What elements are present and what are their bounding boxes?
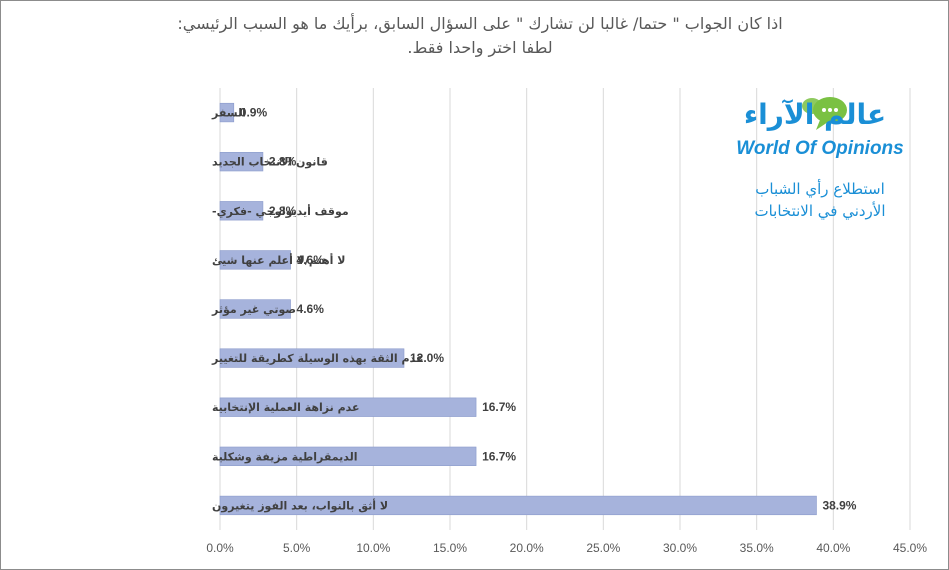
value-label: 2.8% bbox=[269, 204, 297, 218]
logo-arabic-name: عالم الآراء bbox=[743, 98, 887, 131]
x-tick-label: 20.0% bbox=[510, 541, 544, 555]
value-label: 4.6% bbox=[297, 302, 325, 316]
category-label: لا أثق بالنواب، بعد الفوز يتغيرون bbox=[212, 498, 388, 512]
speech-bubbles-icon bbox=[802, 97, 847, 130]
value-label: 38.9% bbox=[822, 498, 856, 512]
bar bbox=[219, 201, 264, 221]
x-tick-label: 35.0% bbox=[740, 541, 774, 555]
value-label: 0.9% bbox=[240, 106, 268, 120]
category-label: صوتي غير مؤثر bbox=[211, 303, 296, 316]
category-label: موقف أيديولوجي -فكري- bbox=[212, 204, 349, 218]
bar bbox=[219, 152, 264, 172]
x-tick-label: 5.0% bbox=[283, 541, 311, 555]
chart-title-line1: اذا كان الجواب " حتما/ غالبا لن تشارك " … bbox=[177, 14, 783, 33]
value-label: 16.7% bbox=[482, 449, 516, 463]
logo-subtitle: استطلاع رأي الشباب الأردني في الانتخابات bbox=[720, 178, 920, 222]
x-tick-label: 45.0% bbox=[893, 541, 927, 555]
logo-english-name: World Of Opinions bbox=[736, 138, 904, 159]
x-tick-label: 10.0% bbox=[356, 541, 390, 555]
logo-subtitle-line1: استطلاع رأي الشباب bbox=[755, 180, 885, 198]
category-label: قانون الانتخاب الجديد bbox=[212, 156, 328, 169]
category-label: الديمقراطية مزيفة وشكلية bbox=[212, 450, 358, 463]
x-tick-label: 15.0% bbox=[433, 541, 467, 555]
bar bbox=[219, 348, 405, 368]
bar bbox=[219, 250, 291, 270]
category-label: عدم نزاهة العملية الإنتخابية bbox=[212, 401, 360, 414]
bar bbox=[219, 299, 291, 319]
x-tick-label: 0.0% bbox=[206, 541, 234, 555]
x-tick-label: 30.0% bbox=[663, 541, 697, 555]
value-label: 12.0% bbox=[410, 351, 444, 365]
logo-subtitle-line2: الأردني في الانتخابات bbox=[754, 202, 886, 220]
chart-title-line2: لطفا اختر واحدا فقط. bbox=[407, 38, 553, 57]
category-label: السفر bbox=[211, 107, 246, 120]
x-tick-label: 25.0% bbox=[586, 541, 620, 555]
value-label: 16.7% bbox=[482, 400, 516, 414]
value-label: 2.8% bbox=[269, 155, 297, 169]
bar bbox=[219, 446, 477, 466]
bar bbox=[219, 495, 817, 516]
category-label: لا أهتم/لا أعلم عنها شيئ bbox=[212, 253, 345, 267]
value-label: 4.6% bbox=[297, 253, 325, 267]
category-label: عدم الثقة بهذه الوسيلة كطريقة للتغيير bbox=[211, 352, 423, 365]
bar bbox=[219, 102, 235, 123]
world-of-opinions-logo: عالم الآراء World Of Opinions استطلاع رأ… bbox=[720, 92, 920, 242]
x-tick-label: 40.0% bbox=[816, 541, 850, 555]
bar bbox=[219, 397, 477, 417]
